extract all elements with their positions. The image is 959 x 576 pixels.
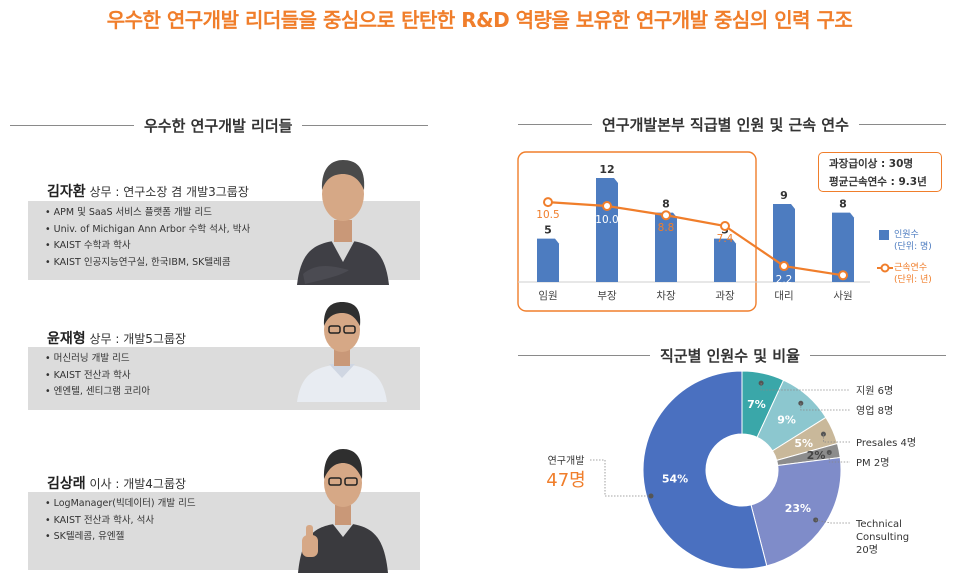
tenure-point <box>779 261 789 272</box>
donut-percent-label: 2% <box>807 449 826 462</box>
legend-tenure-marker <box>877 263 893 273</box>
staff-by-rank-chart: 5임원12부장8차장5과장9대리8사원10.510.08.87.42.21.0 <box>517 151 870 312</box>
leader-2-photo <box>297 302 387 402</box>
leader-2-role: 상무 : 개발5그룹장 <box>85 332 187 346</box>
tenure-value-label: 2.2 <box>776 274 793 286</box>
leader-1-name: 김자환 <box>47 184 86 200</box>
leader-2-bullet: • 머신러닝 개발 리드 <box>45 353 130 364</box>
callout-label: 지원 6명 <box>856 385 893 397</box>
tenure-value-label: 8.8 <box>658 222 675 234</box>
stat-avg-tenure: 평균근속연수 : 9.3년 <box>829 176 927 188</box>
donut-slice <box>750 456 842 567</box>
donut-percent-label: 9% <box>777 413 796 426</box>
bar <box>832 212 854 282</box>
donut-slice <box>642 370 768 570</box>
leader-3-bullet: • LogManager(빅데이터) 개발 리드 <box>45 498 196 509</box>
leader-2-bullet: • 엔엔텔, 센티그램 코리아 <box>45 386 151 397</box>
tenure-value-label: 7.4 <box>717 233 734 245</box>
donut-main-label: 연구개발 <box>548 455 585 467</box>
donut-percent-label: 5% <box>794 437 813 450</box>
callout-line <box>828 452 850 463</box>
tenure-point <box>720 221 730 232</box>
callout-label: Presales 4명 <box>856 437 916 449</box>
callout-label: PM 2명 <box>856 457 889 469</box>
bar <box>596 178 618 282</box>
staff-stats-box: 과장급이상 : 30명 평균근속연수 : 9.3년 <box>818 152 942 192</box>
leader-2-bullet: • KAIST 전산과 학사 <box>45 369 131 381</box>
leader-1-photo <box>297 160 389 285</box>
x-tick-label: 차장 <box>656 290 676 302</box>
donut-percent-label: 23% <box>785 502 811 515</box>
x-tick-label: 과장 <box>715 290 735 302</box>
leader-1-heading: 김자환 상무 : 연구소장 겸 개발3그룹장 <box>47 181 249 201</box>
highlight-frame <box>517 151 757 312</box>
legend-count-swatch <box>879 230 889 240</box>
leader-3-bullet: • SK텔레콤, 유엔젤 <box>45 531 125 542</box>
x-tick-label: 대리 <box>774 290 793 302</box>
bar <box>714 238 736 282</box>
leader-2-name: 윤재형 <box>47 331 86 347</box>
legend-count-unit: (단위: 명) <box>894 242 932 252</box>
leader-3-photo <box>298 449 388 573</box>
bar-value-label: 8 <box>839 198 847 211</box>
leader-3-bullet: • KAIST 전산과 학사, 석사 <box>45 514 155 526</box>
x-tick-label: 부장 <box>597 290 617 302</box>
legend-count-label: 인원수 <box>894 230 919 240</box>
tenure-point <box>543 197 553 208</box>
callout-label: Consulting <box>856 532 909 543</box>
leader-3-name: 김상래 <box>47 476 86 492</box>
page-headline: 우수한 연구개발 리더들을 중심으로 탄탄한 R&D 역량을 보유한 연구개발 … <box>106 8 853 32</box>
bar-value-label: 12 <box>599 163 614 176</box>
bar-value-label: 9 <box>780 189 788 202</box>
x-tick-label: 임원 <box>538 289 557 302</box>
callout-line <box>604 460 651 497</box>
donut-main-value: 47명 <box>546 470 585 491</box>
x-tick-label: 사원 <box>833 290 852 302</box>
callout-line <box>815 519 850 524</box>
stat-senior-count: 과장급이상 : 30명 <box>829 158 914 170</box>
donut-percent-label: 7% <box>747 398 766 411</box>
bar <box>537 238 559 282</box>
legend-tenure-unit: (단위: 년) <box>894 275 932 285</box>
leader-2-heading: 윤재형 상무 : 개발5그룹장 <box>47 328 186 348</box>
bar-section-title: 연구개발본부 직급별 인원 및 근속 연수 <box>592 114 859 135</box>
tenure-value-label: 1.0 <box>835 283 852 295</box>
callout-dot <box>648 493 654 499</box>
callout-label: Technical <box>855 519 902 530</box>
bar-value-label: 8 <box>662 198 670 211</box>
tenure-point <box>602 201 612 211</box>
leaders-section-title: 우수한 연구개발 리더들 <box>134 115 303 136</box>
callout-label: 영업 8명 <box>856 404 893 417</box>
donut-section-title: 직군별 인원수 및 비율 <box>650 345 810 366</box>
leader-3-role: 이사 : 개발4그룹장 <box>85 477 187 491</box>
donut-percent-label: 54% <box>662 473 688 486</box>
legend-tenure-label: 근속연수 <box>894 263 928 273</box>
tenure-line <box>547 201 844 277</box>
tenure-point <box>838 270 848 281</box>
tenure-value-label: 10.0 <box>595 214 618 226</box>
leader-1-bullet: • APM 및 SaaS 서비스 플랫폼 개발 리드 <box>45 207 213 218</box>
tenure-point <box>661 210 671 221</box>
tenure-value-label: 10.5 <box>536 209 559 221</box>
leader-1-bullet: • KAIST 인공지능연구실, 한국IBM, SK텔레콤 <box>45 256 231 268</box>
leader-1-role: 상무 : 연구소장 겸 개발3그룹장 <box>85 185 249 199</box>
callout-label: 20명 <box>856 544 878 556</box>
leader-1-bullet: • Univ. of Michigan Ann Arbor 수학 석사, 박사 <box>45 223 251 235</box>
bar <box>655 212 677 282</box>
callout-line <box>760 383 850 391</box>
bar-value-label: 5 <box>544 224 552 237</box>
leader-1-bullet: • KAIST 수학과 학사 <box>45 240 131 251</box>
callout-line <box>800 403 850 411</box>
leader-3-heading: 김상래 이사 : 개발4그룹장 <box>47 473 186 493</box>
